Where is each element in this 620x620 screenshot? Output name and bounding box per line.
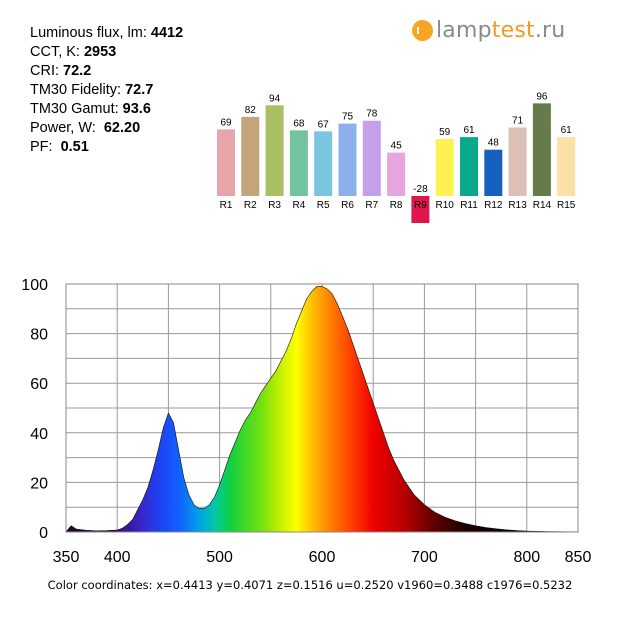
spectrum-plot-area <box>66 284 578 532</box>
x-tick-label: 700 <box>411 549 438 566</box>
cri-bar-R10 <box>435 139 454 196</box>
cri-category-label: R3 <box>268 200 281 211</box>
y-tick-label: 20 <box>30 475 48 492</box>
cri-bar-R12 <box>484 149 503 196</box>
cri-bar-R6 <box>338 123 357 196</box>
x-tick-label: 350 <box>53 549 80 566</box>
brand-name: lamptest.ru <box>436 17 566 43</box>
cri-bar-R14 <box>532 103 551 196</box>
cri-bar-R11 <box>460 137 478 196</box>
param-cct: CCT, K: 2953 <box>30 44 117 60</box>
cri-value-label: 71 <box>512 115 524 126</box>
parameters-panel: Luminous flux, lm: 4412 CCT, K: 2953 CRI… <box>30 24 183 157</box>
cri-category-label: R1 <box>220 200 233 211</box>
param-pf: PF: 0.51 <box>30 139 89 155</box>
cri-category-label: R2 <box>244 200 257 211</box>
x-tick-label: 800 <box>513 549 540 566</box>
param-tm30-fidelity: TM30 Fidelity: 72.7 <box>30 82 154 98</box>
y-tick-label: 80 <box>30 327 48 344</box>
cri-value-label: 69 <box>220 117 232 128</box>
brand-logo[interactable]: lamptest.ru <box>412 14 565 46</box>
param-power: Power, W: 62.20 <box>30 120 141 136</box>
cri-bar-R7 <box>362 120 381 196</box>
cri-value-label: 61 <box>561 125 573 136</box>
y-tick-label: 60 <box>30 376 48 393</box>
cri-bar-R8 <box>387 152 406 196</box>
cri-category-label: R7 <box>365 200 378 211</box>
y-tick-label: 40 <box>30 426 48 443</box>
cri-bar-chart: 69 R1 82 R2 94 R3 68 R4 67 R5 75 R6 78 R7 45 R8 -28 R9 59 R… <box>217 91 576 224</box>
cri-value-label: 67 <box>318 119 330 130</box>
cri-value-label: -28 <box>413 184 428 195</box>
x-tick-label: 850 <box>565 549 592 566</box>
cri-value-label: 75 <box>342 112 354 123</box>
cri-value-label: 78 <box>366 109 378 120</box>
cri-value-label: 59 <box>439 127 451 138</box>
cri-bar-R1 <box>217 129 235 196</box>
cri-category-label: R12 <box>484 200 503 211</box>
y-tick-label: 100 <box>21 277 48 294</box>
cri-category-label: R10 <box>436 200 455 211</box>
cri-value-label: 68 <box>293 118 305 129</box>
x-tick-label: 600 <box>309 549 336 566</box>
color-coordinates: Color coordinates: x=0.4413 y=0.4071 z=0… <box>47 578 573 592</box>
cri-value-label: 82 <box>245 105 257 116</box>
cri-bar-R15 <box>557 137 576 196</box>
cri-value-label: 48 <box>488 138 500 149</box>
cri-category-label: R4 <box>293 200 306 211</box>
cri-category-label: R6 <box>341 200 354 211</box>
cri-bar-R4 <box>289 130 308 196</box>
cri-value-label: 45 <box>391 141 403 152</box>
cri-category-label: R5 <box>317 200 330 211</box>
x-tick-label: 500 <box>206 549 233 566</box>
cri-value-label: 61 <box>463 125 475 136</box>
cri-bar-R5 <box>314 131 333 196</box>
cri-bar-R9 <box>411 196 430 224</box>
plot-frame <box>65 283 579 533</box>
param-luminous-flux: Luminous flux, lm: 4412 <box>30 25 184 41</box>
cri-category-label: R11 <box>460 200 478 211</box>
cri-value-label: 96 <box>536 91 548 102</box>
cri-category-label: R15 <box>557 200 576 211</box>
cri-bar-R13 <box>508 127 527 196</box>
y-tick-label: 0 <box>39 525 48 542</box>
param-cri: CRI: 72.2 <box>30 63 92 79</box>
lamp-bulb-icon <box>412 19 433 41</box>
cri-bar-R2 <box>241 116 260 196</box>
x-tick-label: 400 <box>104 549 131 566</box>
cri-value-label: 94 <box>269 93 281 104</box>
cri-category-label: R8 <box>390 200 403 211</box>
cri-category-label: R14 <box>533 200 552 211</box>
param-tm30-gamut: TM30 Gamut: 93.6 <box>30 101 151 117</box>
spectrum-series-area <box>65 286 579 533</box>
cri-category-label: R13 <box>508 200 527 211</box>
cri-bar-R3 <box>265 105 284 196</box>
cri-category-label: R9 <box>414 200 427 211</box>
